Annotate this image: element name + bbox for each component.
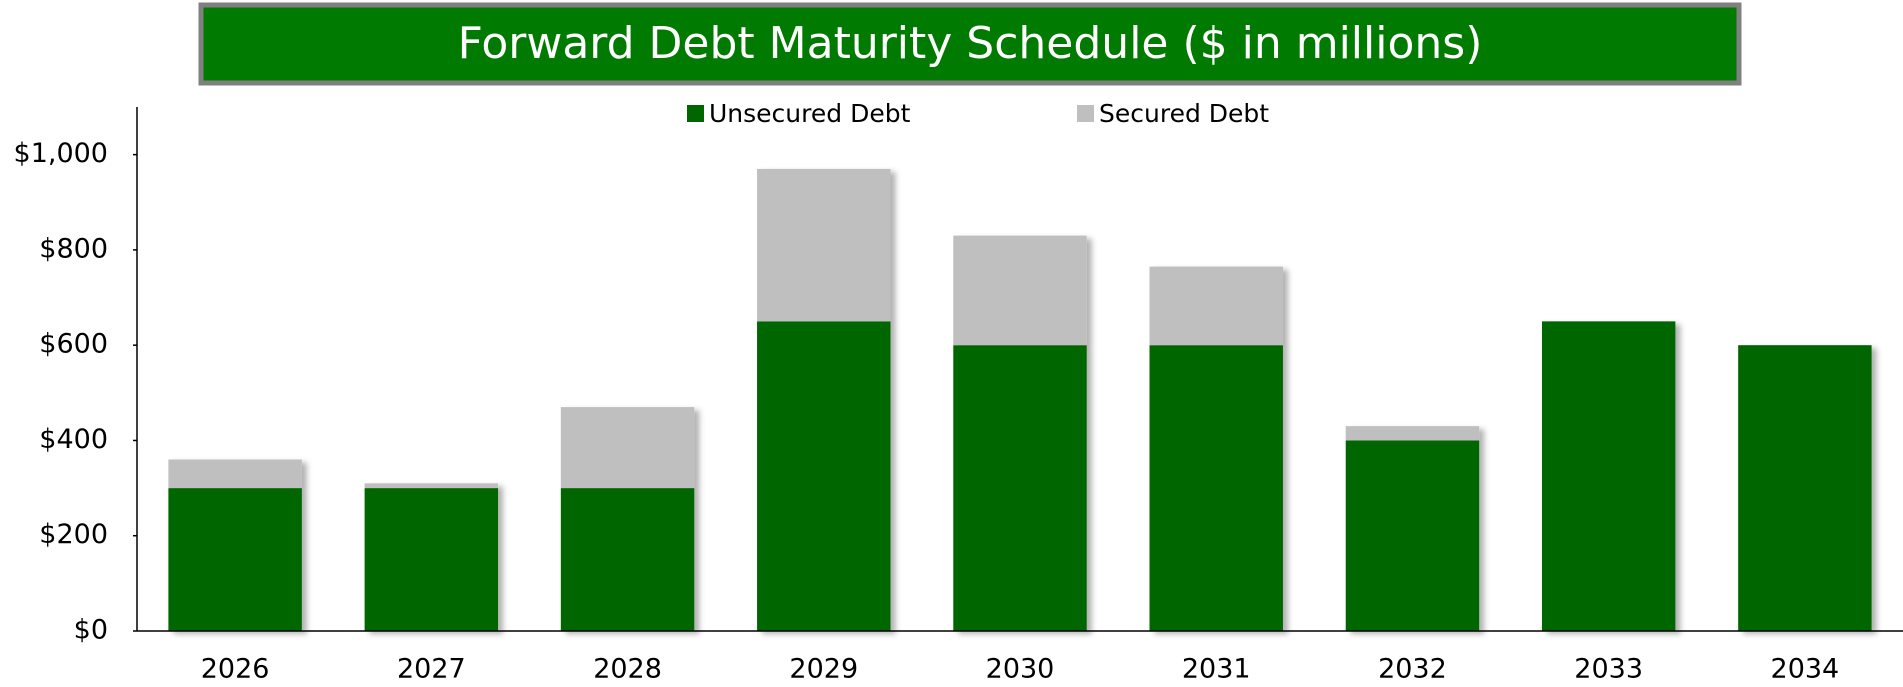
bar-segment [757,321,891,631]
legend-label: Unsecured Debt [709,99,911,128]
legend-swatch [1077,105,1094,122]
legend-label: Secured Debt [1099,99,1269,128]
bar-segment [168,459,302,489]
bar-segment [1738,345,1872,631]
bar-segment [364,483,499,489]
x-tick-label: 2026 [201,654,270,685]
bar-segment [560,407,695,489]
bars [168,168,1872,631]
bar-segment [364,488,499,631]
chart-title: Forward Debt Maturity Schedule ($ in mil… [458,18,1483,69]
bar-segment [1345,440,1480,631]
bar-segment [1345,426,1480,441]
bar-segment [1149,345,1283,631]
y-tick-label: $600 [39,329,108,360]
legend-swatch [687,105,704,122]
bar-segment [953,235,1087,346]
x-tick-label: 2027 [397,654,466,685]
y-tick-label: $0 [74,615,108,646]
bar-segment [757,168,891,322]
title-box [198,2,1742,86]
y-tick-label: $1,000 [14,138,108,169]
y-tick-label: $400 [39,424,108,455]
bar-segment [1149,266,1283,346]
y-tick-label: $800 [39,233,108,264]
x-tick-label: 2032 [1378,654,1447,685]
x-tick-label: 2034 [1771,654,1840,685]
x-tick-label: 2030 [986,654,1055,685]
bar-segment [560,488,695,631]
bar-segment [953,345,1087,631]
y-tick-label: $200 [39,519,108,550]
bar-segment [168,488,302,631]
x-tick-label: 2028 [593,654,662,685]
x-tick-label: 2033 [1574,654,1643,685]
bar-segment [1541,321,1676,631]
x-tick-label: 2031 [1182,654,1251,685]
x-tick-label: 2029 [789,654,858,685]
